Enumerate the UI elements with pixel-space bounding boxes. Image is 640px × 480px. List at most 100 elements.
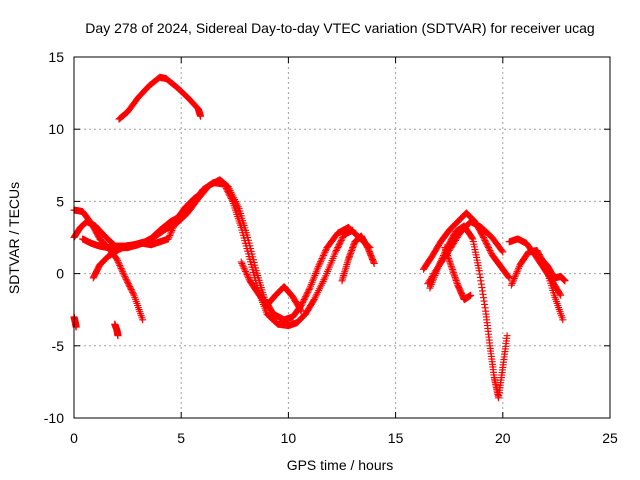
data-point [483, 241, 491, 249]
data-point [171, 218, 179, 226]
data-point [127, 285, 135, 293]
data-point [509, 278, 517, 286]
data-point [314, 262, 322, 270]
data-point [114, 258, 122, 266]
data-point [333, 245, 341, 253]
data-point [559, 316, 567, 324]
chart-title: Day 278 of 2024, Sidereal Day-to-day VTE… [85, 20, 594, 36]
data-point [336, 239, 344, 247]
data-point [304, 288, 312, 296]
data-point [116, 263, 124, 271]
data-point [321, 248, 329, 256]
data-point [301, 294, 309, 302]
data-point [244, 274, 252, 282]
y-tick-label: 15 [48, 49, 64, 65]
data-point [561, 277, 569, 285]
data-point [300, 296, 308, 304]
data-point [118, 266, 126, 274]
data-point [512, 269, 520, 277]
data-point [119, 268, 127, 276]
data-point [302, 291, 310, 299]
data-point [318, 255, 326, 263]
data-point [317, 258, 325, 266]
x-tick-label: 15 [388, 430, 404, 446]
data-point [480, 235, 488, 243]
data-point [482, 238, 490, 246]
x-tick-label: 5 [177, 430, 185, 446]
data-point [123, 277, 131, 285]
data-point [511, 273, 519, 281]
x-axis-title: GPS time / hours [287, 457, 394, 473]
data-point [199, 189, 207, 197]
data-point [170, 221, 178, 229]
series-arc-15 [70, 313, 80, 331]
data-point [514, 266, 522, 274]
data-point [119, 269, 127, 277]
data-point [481, 236, 489, 244]
data-point [317, 256, 325, 264]
data-point [121, 274, 129, 282]
x-tick-label: 20 [495, 430, 511, 446]
data-point [126, 284, 134, 292]
data-point [316, 259, 324, 267]
data-point [302, 293, 310, 301]
plot-frame [73, 56, 611, 419]
data-point [242, 269, 250, 277]
series-arc-1 [115, 73, 204, 123]
y-tick-label: 0 [56, 266, 64, 282]
series-arc-13 [505, 235, 565, 299]
data-point [167, 228, 175, 236]
data-point [114, 332, 122, 340]
data-point [238, 260, 246, 268]
axis-ticks-layer: 0 5 10 15 20 25 -10 -5 0 5 10 15 [44, 49, 618, 446]
data-point [510, 274, 518, 282]
data-point [113, 255, 121, 263]
data-point [467, 291, 475, 299]
data-point [332, 246, 340, 254]
data-point [557, 291, 565, 299]
grid-layer [74, 57, 610, 418]
data-point [337, 236, 345, 244]
data-point [129, 290, 137, 298]
y-tick-label: 5 [56, 193, 64, 209]
data-point [337, 238, 345, 246]
data-point [508, 279, 516, 287]
data-point [244, 272, 252, 280]
data-point [556, 290, 564, 298]
series-arc-7 [338, 232, 378, 285]
data-point [299, 298, 307, 306]
data-point [482, 239, 490, 247]
data-point [468, 234, 476, 242]
data-point [320, 250, 328, 258]
data-point [499, 248, 507, 256]
y-axis-title: SDTVAR / TECUs [6, 182, 22, 294]
data-point [297, 307, 305, 315]
data-point [126, 283, 134, 291]
data-point [237, 258, 245, 266]
data-point [165, 233, 173, 241]
series-arc-11 [441, 244, 475, 304]
data-point [120, 271, 128, 279]
series-arc-8 [419, 209, 513, 282]
data-point [486, 246, 494, 254]
data-point [239, 263, 247, 271]
data-point [515, 264, 523, 272]
data-point [139, 316, 147, 324]
data-point [124, 280, 132, 288]
x-tick-label: 25 [602, 430, 618, 446]
data-point [128, 287, 136, 295]
data-point [166, 230, 174, 238]
data-point [171, 220, 179, 228]
data-point [370, 259, 378, 267]
data-point [117, 265, 125, 273]
data-point [242, 267, 250, 275]
x-tick-label: 0 [70, 430, 78, 446]
data-point [122, 275, 130, 283]
series-arc-5 [79, 189, 207, 252]
data-point [335, 241, 343, 249]
data-point [299, 297, 307, 305]
data-point [297, 306, 305, 314]
data-point [334, 242, 342, 250]
data-point [485, 244, 493, 252]
